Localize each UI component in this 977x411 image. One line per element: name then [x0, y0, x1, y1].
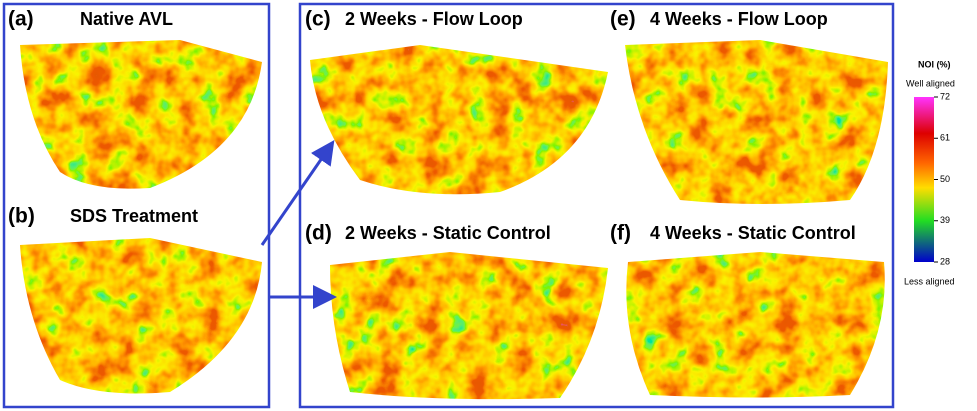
colorbar-bottom-label: Less aligned	[904, 276, 955, 286]
map	[310, 45, 608, 194]
map	[20, 238, 262, 394]
colorbar-gradient	[914, 97, 934, 262]
panel-label: (c)	[305, 8, 331, 31]
panel-title: 4 Weeks - Static Control	[650, 223, 856, 243]
panel-label: (b)	[8, 205, 35, 228]
map	[20, 40, 262, 189]
page: (a) Native AVL (b) SDS Treatment (c) 2 W…	[0, 0, 977, 411]
map	[626, 252, 884, 398]
panel-title: 2 Weeks - Static Control	[345, 223, 551, 243]
panel-label: (a)	[8, 8, 34, 31]
map	[625, 40, 888, 204]
panel-title: 2 Weeks - Flow Loop	[345, 9, 523, 29]
colorbar-title: NOI (%)	[918, 59, 951, 69]
colorbar-top-label: Well aligned	[906, 78, 955, 88]
colorbar-tick-label: 72	[940, 91, 950, 101]
panel-title: Native AVL	[80, 9, 173, 29]
panel-label: (f)	[610, 222, 631, 245]
colorbar-tick-label: 28	[940, 256, 950, 266]
figure: (a) Native AVL (b) SDS Treatment (c) 2 W…	[0, 0, 977, 411]
panel-title: 4 Weeks - Flow Loop	[650, 9, 828, 29]
panel-label: (d)	[305, 222, 332, 245]
panel-label: (e)	[610, 8, 636, 31]
colorbar: NOI (%) Well aligned Less aligned 72 61 50…	[904, 59, 955, 286]
panel-title: SDS Treatment	[70, 206, 198, 226]
map	[330, 252, 608, 399]
colorbar-tick-label: 39	[940, 215, 950, 225]
colorbar-tick-label: 61	[940, 133, 950, 143]
colorbar-tick-label: 50	[940, 174, 950, 184]
